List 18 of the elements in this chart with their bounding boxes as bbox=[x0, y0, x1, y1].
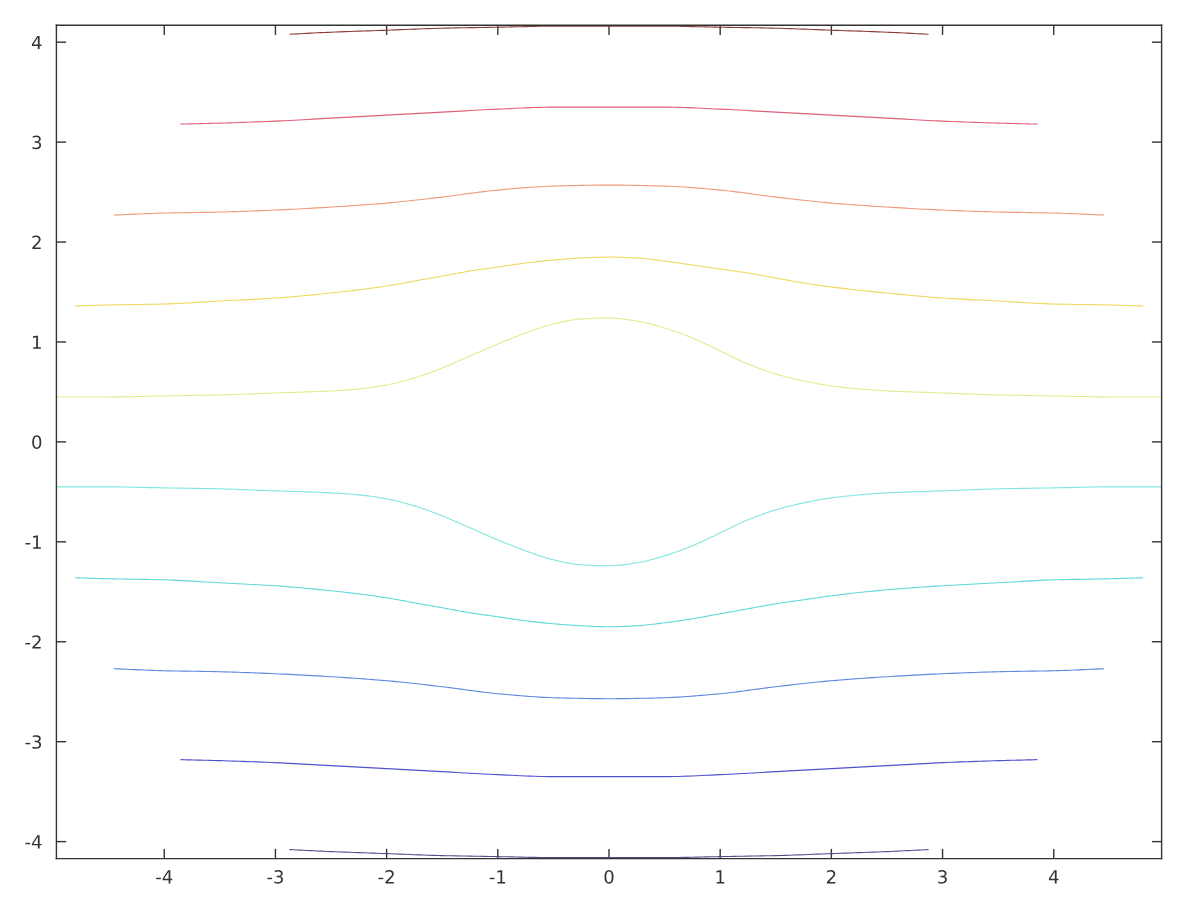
y-tick-label: 4 bbox=[31, 35, 42, 50]
x-tick-label: 3 bbox=[938, 870, 947, 884]
x-tick-label: -1 bbox=[489, 870, 506, 884]
y-tick-label: 0 bbox=[32, 435, 42, 450]
x-tick-label: 4 bbox=[1048, 870, 1059, 884]
y-tick-label: -1 bbox=[25, 535, 41, 549]
y-tick-label: 1 bbox=[33, 335, 41, 349]
x-tick-label: 1 bbox=[716, 870, 725, 884]
y-tick-label: -3 bbox=[25, 735, 42, 749]
x-tick-label: -2 bbox=[378, 870, 394, 884]
x-tick-label: 0 bbox=[604, 870, 614, 884]
y-tick-label: 3 bbox=[32, 135, 42, 150]
x-tick-label: -3 bbox=[267, 870, 283, 884]
y-tick-label: -2 bbox=[25, 635, 41, 649]
y-tick-label: -4 bbox=[25, 835, 42, 849]
x-tick-label: 2 bbox=[826, 870, 836, 884]
x-tick-label: -4 bbox=[156, 870, 173, 884]
y-tick-label: 2 bbox=[32, 235, 41, 249]
